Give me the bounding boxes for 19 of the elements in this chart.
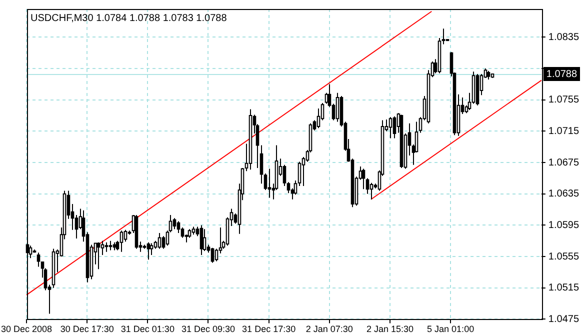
x-tick-label: 31 Dec 01:30 (120, 324, 174, 334)
y-tick-label: 1.0835 (548, 32, 580, 43)
ref-line-label: 1.0788 (546, 68, 578, 80)
x-tick-label: 31 Dec 17:30 (242, 324, 296, 334)
y-tick-label: 1.0715 (548, 126, 580, 137)
y-tick-label: 1.0755 (548, 94, 580, 106)
x-tick-label: 2 Jan 07:30 (306, 324, 353, 334)
x-tick-label: 2 Jan 15:30 (366, 324, 414, 334)
x-tick-label: 30 Dec 17:30 (60, 324, 114, 334)
y-tick-label: 1.0515 (548, 282, 580, 294)
y-tick-label: 1.0555 (548, 251, 580, 262)
x-tick-label: 5 Jan 01:00 (427, 324, 474, 334)
x-tick-label: 31 Dec 09:30 (181, 324, 236, 334)
y-tick-label: 1.0635 (548, 188, 580, 200)
y-tick-label: 1.0475 (548, 314, 580, 325)
y-tick-label: 1.0675 (548, 157, 580, 168)
chart-title: USDCHF,M30 1.0784 1.0788 1.0783 1.0788 (30, 12, 228, 24)
x-tick-label: 30 Dec 2008 (0, 324, 52, 334)
y-tick-label: 1.0595 (548, 220, 580, 231)
